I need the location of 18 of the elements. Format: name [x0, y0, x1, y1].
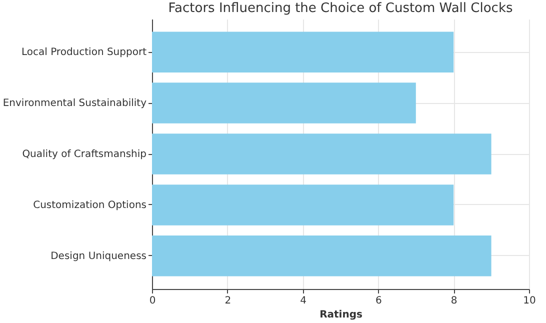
- x-tick-label: 10: [523, 296, 536, 306]
- x-tick-label: 8: [450, 296, 458, 306]
- x-tick-label: 4: [300, 296, 306, 306]
- y-tick-label: Design Uniqueness: [50, 250, 146, 262]
- x-tick-label: 0: [149, 296, 156, 306]
- chart-title: Factors Influencing the Choice of Custom Wall Clocks: [168, 1, 513, 16]
- bar: [152, 236, 492, 276]
- bar: [152, 134, 492, 174]
- y-tick-label: Quality of Craftsmanship: [22, 149, 146, 160]
- y-tick-label: Environmental Sustainability: [2, 98, 147, 110]
- bar: [152, 32, 454, 72]
- x-tick-label: 2: [224, 296, 232, 306]
- bar: [152, 82, 416, 124]
- x-tick-label: 6: [376, 296, 382, 306]
- y-tick-label: Customization Options: [33, 200, 146, 211]
- bar: [152, 184, 454, 226]
- x-axis-title: Ratings: [320, 310, 362, 320]
- y-tick-label: Local Production Support: [21, 47, 147, 58]
